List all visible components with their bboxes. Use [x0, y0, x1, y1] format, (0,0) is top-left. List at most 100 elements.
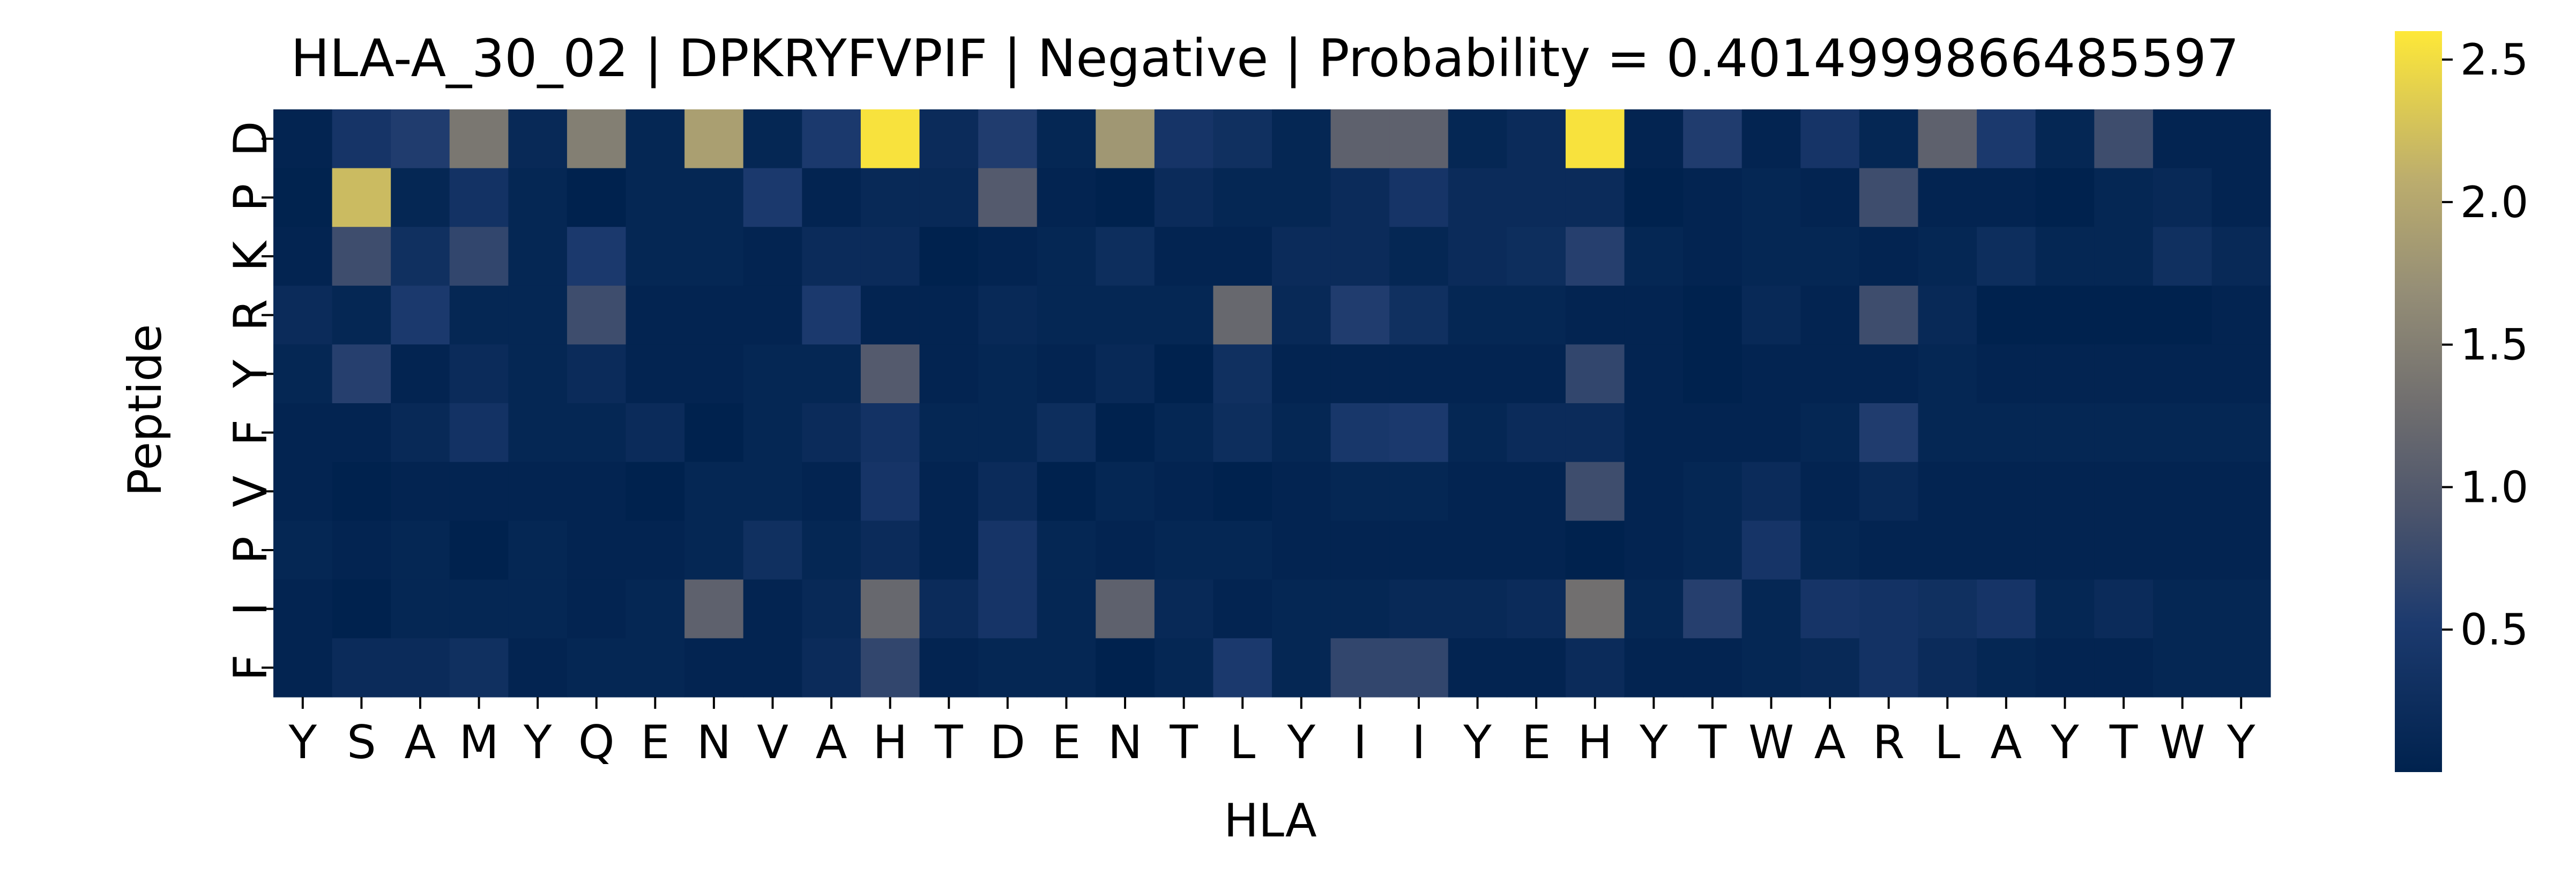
heatmap-cell — [2094, 168, 2154, 227]
heatmap-cell — [1918, 109, 1977, 169]
heatmap-cell — [1154, 285, 1214, 345]
heatmap-cell — [449, 403, 509, 463]
heatmap-cell — [1037, 638, 1096, 698]
heatmap-cell — [508, 168, 568, 227]
x-tick-label: T — [1698, 716, 1727, 769]
heatmap-cell — [2212, 638, 2271, 698]
heatmap-cell — [802, 403, 861, 463]
heatmap-cell — [1272, 579, 1331, 639]
heatmap-cell — [567, 521, 627, 580]
heatmap-cell — [1624, 403, 1684, 463]
heatmap-cell — [743, 638, 802, 698]
heatmap-cell — [1565, 521, 1625, 580]
heatmap-cell — [1037, 403, 1096, 463]
x-tick-label: V — [757, 716, 788, 769]
heatmap-cell — [1507, 227, 1566, 286]
heatmap-cell — [1624, 521, 1684, 580]
heatmap-cell — [1741, 462, 1801, 521]
heatmap-cell — [1096, 227, 1155, 286]
heatmap-cell — [273, 285, 333, 345]
heatmap-cell — [2035, 521, 2095, 580]
heatmap-cell — [1565, 285, 1625, 345]
heatmap-cell — [978, 462, 1038, 521]
heatmap-cell — [1683, 521, 1743, 580]
heatmap-cell — [1507, 168, 1566, 227]
heatmap-cell — [684, 344, 744, 404]
heatmap-cell — [1977, 579, 2036, 639]
heatmap-cell — [802, 579, 861, 639]
heatmap-cell — [684, 579, 744, 639]
heatmap-cell — [2035, 227, 2095, 286]
heatmap-cell — [273, 638, 333, 698]
x-axis-label: HLA — [1224, 794, 1317, 848]
heatmap-cell — [1154, 109, 1214, 169]
heatmap-cell — [1683, 168, 1743, 227]
heatmap-cell — [1741, 168, 1801, 227]
heatmap-cell — [1448, 579, 1507, 639]
heatmap-cell — [2153, 344, 2213, 404]
heatmap-cell — [449, 521, 509, 580]
heatmap-cell — [1213, 109, 1272, 169]
heatmap-cell — [1624, 227, 1684, 286]
heatmap-cell — [332, 344, 391, 404]
y-tick-label: K — [224, 240, 278, 271]
heatmap-cell — [1918, 168, 1977, 227]
heatmap-cell — [508, 403, 568, 463]
heatmap-cell — [1741, 579, 1801, 639]
heatmap-cell — [1330, 521, 1390, 580]
heatmap-cell — [1389, 638, 1449, 698]
heatmap-cell — [2094, 109, 2154, 169]
heatmap-cell — [1977, 638, 2036, 698]
heatmap-cell — [1389, 285, 1449, 345]
heatmap-cell — [1389, 227, 1449, 286]
heatmap-cell — [332, 579, 391, 639]
heatmap-cell — [1624, 109, 1684, 169]
heatmap-cell — [978, 521, 1038, 580]
heatmap-cell — [2153, 168, 2213, 227]
heatmap-cell — [1683, 344, 1743, 404]
heatmap-cell — [802, 168, 861, 227]
heatmap-cell — [2153, 579, 2213, 639]
colorbar — [2395, 31, 2442, 772]
heatmap-cell — [1272, 109, 1331, 169]
heatmap-cell — [1565, 462, 1625, 521]
x-tick-label: A — [405, 716, 436, 769]
heatmap-cell — [2094, 344, 2154, 404]
heatmap-cell — [919, 285, 979, 345]
heatmap-cell — [860, 109, 920, 169]
colorbar-tick-label: 1.5 — [2460, 320, 2528, 370]
heatmap-cell — [802, 462, 861, 521]
heatmap-cell — [1918, 344, 1977, 404]
heatmap-cell — [2153, 403, 2213, 463]
heatmap-cell — [449, 638, 509, 698]
heatmap-cell — [1859, 109, 1919, 169]
heatmap-cell — [1741, 109, 1801, 169]
heatmap-cell — [2212, 521, 2271, 580]
heatmap-cell — [1213, 285, 1272, 345]
x-tick-label: Y — [1287, 716, 1316, 769]
heatmap-cell — [508, 579, 568, 639]
heatmap-cell — [1800, 521, 1860, 580]
heatmap-cell — [1624, 462, 1684, 521]
heatmap-cell — [2212, 403, 2271, 463]
heatmap-cell — [2035, 168, 2095, 227]
heatmap-cell — [802, 109, 861, 169]
heatmap-cell — [1272, 168, 1331, 227]
heatmap-cell — [626, 344, 685, 404]
heatmap-cell — [919, 227, 979, 286]
heatmap-cell — [1683, 403, 1743, 463]
heatmap-cell — [1448, 109, 1507, 169]
heatmap-cell — [1448, 638, 1507, 698]
heatmap-cell — [1272, 462, 1331, 521]
heatmap-cell — [1859, 579, 1919, 639]
heatmap-cell — [1448, 521, 1507, 580]
heatmap-cell — [449, 285, 509, 345]
heatmap-cell — [1330, 462, 1390, 521]
heatmap-cell — [743, 109, 802, 169]
heatmap-cell — [1741, 285, 1801, 345]
heatmap-cell — [1507, 344, 1566, 404]
heatmap-cell — [1154, 579, 1214, 639]
heatmap-cell — [2153, 227, 2213, 286]
heatmap-cell — [508, 227, 568, 286]
heatmap-cell — [1037, 344, 1096, 404]
